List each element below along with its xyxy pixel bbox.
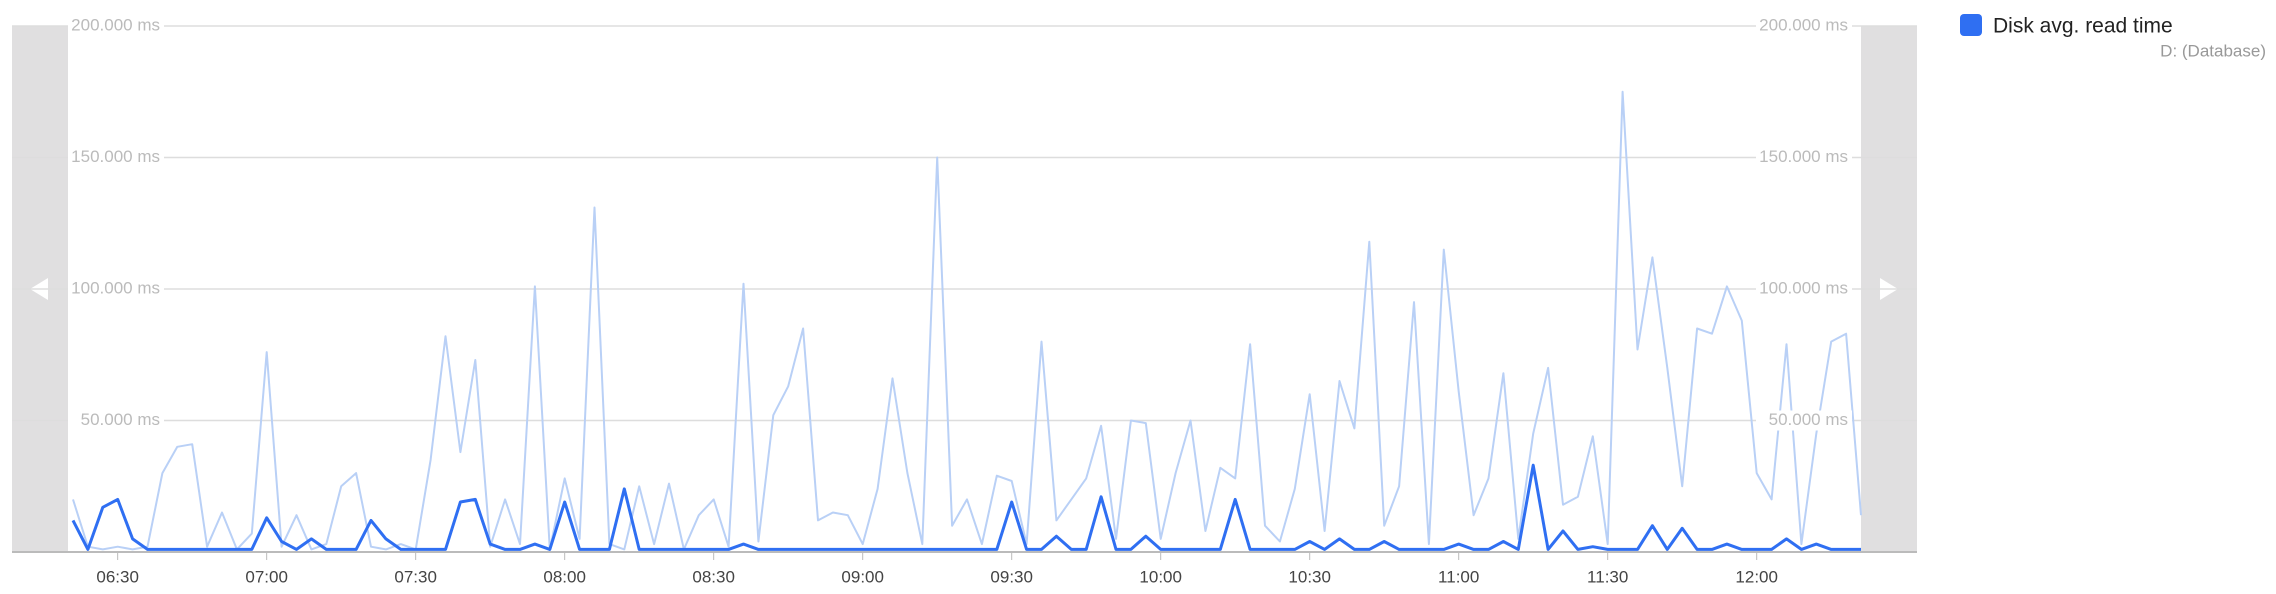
- y2-tick-label: 200.000 ms: [1759, 15, 1848, 34]
- y2-tick-label: 100.000 ms: [1759, 278, 1848, 297]
- legend-subtitle: D: (Database): [2160, 41, 2266, 60]
- x-tick-label: 11:00: [1438, 567, 1479, 586]
- label-bg: [1756, 16, 1852, 36]
- label-bg: [1756, 410, 1852, 431]
- x-tick-label: 09:30: [990, 567, 1033, 586]
- label-bg: [68, 16, 164, 36]
- label-bg: [68, 410, 164, 431]
- x-tick-label: 06:30: [96, 567, 139, 586]
- x-tick-label: 12:00: [1735, 567, 1778, 586]
- label-bg: [68, 147, 164, 168]
- legend-swatch: [1960, 14, 1982, 36]
- label-bg: [68, 279, 164, 299]
- x-tick-label: 10:00: [1139, 567, 1182, 586]
- x-tick-label: 07:30: [394, 567, 437, 586]
- x-tick-label: 08:30: [692, 567, 735, 586]
- y-tick-label: 200.000 ms: [71, 15, 160, 34]
- x-tick-label: 11:30: [1587, 567, 1628, 586]
- y-tick-label: 150.000 ms: [71, 147, 160, 166]
- y2-tick-label: 150.000 ms: [1759, 147, 1848, 166]
- label-bg: [1756, 279, 1852, 299]
- series-line: [72, 90, 1862, 551]
- y-tick-label: 100.000 ms: [71, 278, 160, 297]
- y2-tick-label: 50.000 ms: [1769, 410, 1848, 429]
- series-line: [71, 463, 1861, 551]
- x-tick-label: 08:00: [543, 567, 586, 586]
- x-tick-label: 07:00: [245, 567, 288, 586]
- legend-label: Disk avg. read time: [1993, 15, 2173, 38]
- x-tick-label: 10:30: [1288, 567, 1331, 586]
- y-tick-label: 50.000 ms: [81, 410, 160, 429]
- label-bg: [1756, 147, 1852, 168]
- x-tick-label: 09:00: [841, 567, 884, 586]
